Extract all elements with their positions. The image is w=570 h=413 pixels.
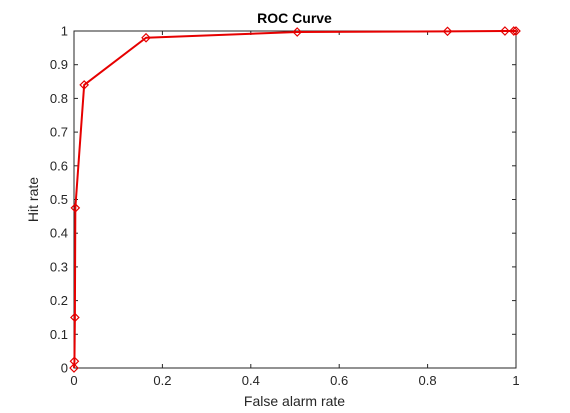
y-tick-label: 0.7 [50, 125, 68, 140]
chart-title: ROC Curve [257, 10, 332, 26]
plot-area: 0 0.2 0.4 0.6 0.8 1 0 0.1 0.2 0.3 0.4 0.5 0.6 0.7 0.8 0… [50, 24, 521, 388]
roc-series-line [73, 30, 516, 369]
roc-point-marker [79, 80, 90, 90]
x-tick-label: 0.4 [242, 373, 260, 388]
y-axis-label: Hit rate [25, 177, 41, 222]
y-tick-label: 0.4 [50, 226, 68, 241]
x-tick-label: 1 [512, 373, 519, 388]
roc-point-marker [442, 26, 453, 37]
y-tick-label: 1 [61, 24, 68, 39]
roc-point-marker [508, 26, 519, 36]
roc-point-marker [500, 26, 510, 36]
y-tick-label: 0.5 [50, 192, 68, 207]
roc-point-marker [69, 356, 80, 367]
roc-point-marker [141, 32, 151, 43]
x-tick-label: 0.2 [153, 373, 171, 388]
roc-point-marker [511, 26, 521, 36]
roc-point-marker [70, 312, 80, 323]
x-axis-label: False alarm rate [244, 393, 345, 409]
x-tick-label: 0 [70, 373, 77, 388]
y-tick-label: 0.3 [50, 259, 68, 274]
x-tick-label: 0.6 [330, 373, 348, 388]
y-tick-label: 0.8 [50, 91, 68, 106]
y-tick-label: 0.1 [50, 327, 68, 342]
roc-point-marker [69, 363, 79, 373]
y-tick-label: 0.2 [50, 293, 68, 308]
y-tick-label: 0.9 [50, 57, 68, 72]
y-tick-label: 0 [61, 361, 68, 376]
y-tick-label: 0.6 [50, 158, 68, 173]
x-tick-label: 0.8 [419, 373, 437, 388]
roc-point-marker [292, 27, 303, 37]
axes-box [73, 30, 517, 369]
roc-point-marker [70, 203, 81, 213]
